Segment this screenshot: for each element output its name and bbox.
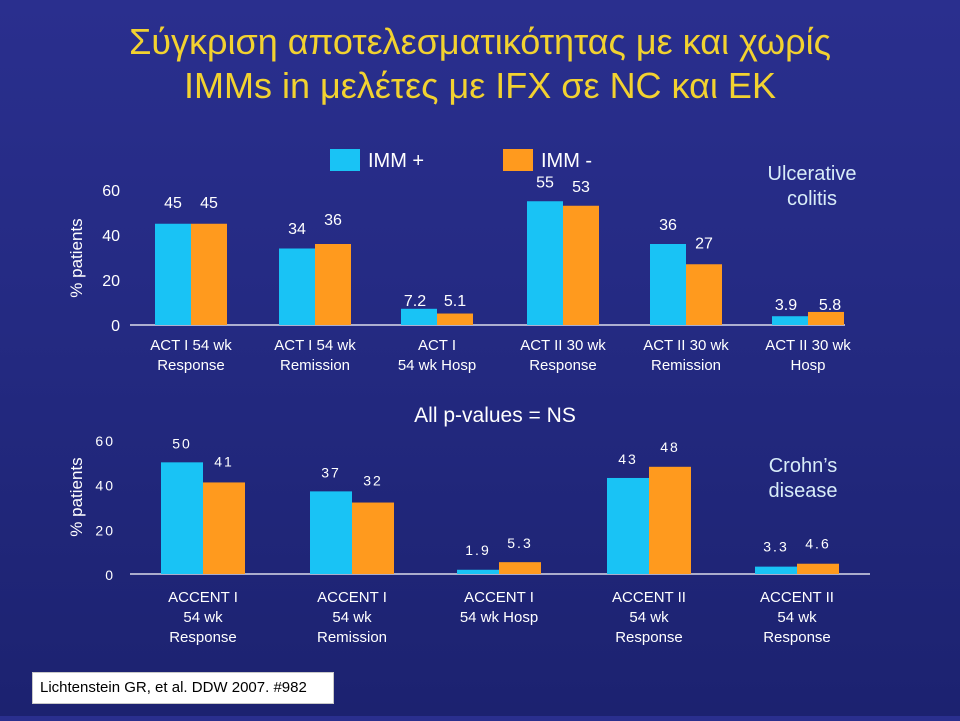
chart2-category-label-4-line-3: Response bbox=[615, 629, 683, 646]
citation: Lichtenstein GR, et al. DDW 2007. #982 bbox=[32, 672, 334, 704]
chart2-value-label-s2-c3: 5.3 bbox=[507, 535, 532, 551]
chart1-category-label-6-line-1: ACT II 30 wk bbox=[765, 337, 851, 354]
chart2-category-label-2-line-2: 54 wk bbox=[332, 609, 372, 626]
chart1-value-label-s1-c4: 55 bbox=[536, 174, 554, 191]
chart1-value-label-s2-c2: 36 bbox=[324, 212, 342, 229]
chart2-annotation-line-1: Crohn’s bbox=[769, 455, 838, 477]
chart2-category-label-5-line-1: ACCENT II bbox=[760, 589, 834, 606]
chart1-bar-s2-c4 bbox=[563, 205, 599, 325]
chart2-annotation-line-2: disease bbox=[769, 480, 838, 502]
chart1-bar-s2-c5 bbox=[686, 264, 722, 325]
chart1-y-tick-0: 0 bbox=[111, 318, 120, 335]
chart1-value-label-s1-c1: 45 bbox=[164, 195, 182, 212]
chart1-category-label-5-line-2: Remission bbox=[651, 357, 721, 374]
chart1-bar-s1-c6 bbox=[772, 316, 808, 325]
chart1-bar-s1-c5 bbox=[650, 244, 686, 325]
chart1-value-label-s2-c5: 27 bbox=[695, 235, 713, 252]
chart2-value-label-s1-c4: 43 bbox=[618, 451, 638, 467]
chart1-category-label-1-line-2: Response bbox=[157, 357, 225, 374]
title-line-1: Σύγκριση αποτελεσματικότητας με και χωρί… bbox=[129, 21, 831, 62]
chart1-bar-s1-c4 bbox=[527, 201, 563, 325]
chart2-category-label-5-line-2: 54 wk bbox=[777, 609, 817, 626]
chart2-category-label-3-line-1: ACCENT I bbox=[464, 589, 534, 606]
chart2-category-label-1-line-1: ACCENT I bbox=[168, 589, 238, 606]
chart2-value-label-s1-c2: 37 bbox=[321, 464, 341, 480]
chart1-value-label-s1-c2: 34 bbox=[288, 221, 306, 238]
chart1-bar-s1-c2 bbox=[279, 248, 315, 325]
chart1-bar-s2-c3 bbox=[437, 313, 473, 325]
page-title: Σύγκριση αποτελεσματικότητας με και χωρί… bbox=[0, 20, 960, 108]
chart2-bar-s1-c3 bbox=[457, 569, 499, 574]
chart2-value-label-s2-c4: 48 bbox=[660, 439, 680, 455]
chart1-value-label-s1-c6: 3.9 bbox=[775, 297, 797, 314]
chart2-value-label-s2-c2: 32 bbox=[363, 473, 383, 489]
chart1-value-label-s1-c5: 36 bbox=[659, 217, 677, 234]
chart2-note: All p-values = NS bbox=[414, 404, 576, 427]
chart2-bar-s1-c4 bbox=[607, 477, 649, 574]
chart1-bar-s1-c1 bbox=[155, 223, 191, 325]
chart2-value-label-s1-c5: 3.3 bbox=[763, 539, 788, 555]
legend-label-2: IMM - bbox=[541, 150, 592, 172]
chart2-category-label-5-line-3: Response bbox=[763, 629, 831, 646]
legend-swatch-1 bbox=[330, 149, 360, 171]
chart2-value-label-s1-c3: 1.9 bbox=[465, 542, 490, 558]
chart2-y-tick-1: 20 bbox=[95, 522, 115, 538]
chart1-annotation-line-2: colitis bbox=[787, 188, 837, 210]
chart2-category-label-4-line-1: ACCENT II bbox=[612, 589, 686, 606]
chart1-y-tick-3: 60 bbox=[102, 183, 120, 200]
chart2-bar-s2-c5 bbox=[797, 563, 839, 574]
chart2-bar-s1-c1 bbox=[161, 462, 203, 574]
chart1-category-label-3-line-2: 54 wk Hosp bbox=[398, 357, 476, 374]
chart2-y-tick-3: 60 bbox=[95, 433, 115, 449]
chart1-y-axis-label: % patients bbox=[67, 218, 86, 297]
chart1-annotation-line-1: Ulcerative bbox=[768, 163, 857, 185]
chart1-category-label-4-line-2: Response bbox=[529, 357, 597, 374]
chart1-y-tick-1: 20 bbox=[102, 273, 120, 290]
chart2-bar-s1-c5 bbox=[755, 566, 797, 574]
chart2-value-label-s2-c5: 4.6 bbox=[805, 536, 830, 552]
chart1-category-label-6-line-2: Hosp bbox=[790, 357, 825, 374]
chart1-bar-s1-c3 bbox=[401, 308, 437, 325]
chart1-bar-s2-c2 bbox=[315, 244, 351, 325]
chart2-category-label-1-line-3: Response bbox=[169, 629, 237, 646]
chart1-category-label-2-line-2: Remission bbox=[280, 357, 350, 374]
chart2-category-label-2-line-3: Remission bbox=[317, 629, 387, 646]
legend-swatch-2 bbox=[503, 149, 533, 171]
chart1-value-label-s2-c6: 5.8 bbox=[819, 297, 841, 314]
chart2-value-label-s2-c1: 41 bbox=[214, 453, 234, 469]
legend-label-1: IMM + bbox=[368, 150, 424, 172]
chart1-category-label-2-line-1: ACT I 54 wk bbox=[274, 337, 356, 354]
chart1-category-label-5-line-1: ACT II 30 wk bbox=[643, 337, 729, 354]
chart2-bar-s2-c1 bbox=[203, 482, 245, 574]
chart2-bar-s2-c4 bbox=[649, 466, 691, 574]
chart2-category-label-3-line-2: 54 wk Hosp bbox=[460, 609, 538, 626]
chart1-y-tick-2: 40 bbox=[102, 228, 120, 245]
chart2-value-label-s1-c1: 50 bbox=[172, 435, 192, 451]
chart2-category-label-4-line-2: 54 wk bbox=[629, 609, 669, 626]
chart2-bar-s2-c3 bbox=[499, 562, 541, 574]
chart2-category-label-2-line-1: ACCENT I bbox=[317, 589, 387, 606]
chart1-value-label-s2-c1: 45 bbox=[200, 195, 218, 212]
chart2-bar-s1-c2 bbox=[310, 491, 352, 574]
chart1-value-label-s2-c4: 53 bbox=[572, 179, 590, 196]
chart2-bar-s2-c2 bbox=[352, 502, 394, 574]
chart1-value-label-s2-c3: 5.1 bbox=[444, 293, 466, 310]
chart2-y-tick-0: 0 bbox=[105, 567, 115, 583]
chart2-y-tick-2: 40 bbox=[95, 478, 115, 494]
chart2-category-label-1-line-2: 54 wk bbox=[183, 609, 223, 626]
chart1-category-label-1-line-1: ACT I 54 wk bbox=[150, 337, 232, 354]
chart1-category-label-3-line-1: ACT I bbox=[418, 337, 456, 354]
chart1-category-label-4-line-1: ACT II 30 wk bbox=[520, 337, 606, 354]
chart2-y-axis-label: % patients bbox=[67, 457, 86, 536]
chart1-bar-s2-c6 bbox=[808, 311, 844, 325]
chart1-value-label-s1-c3: 7.2 bbox=[404, 293, 426, 310]
chart1-bar-s2-c1 bbox=[191, 223, 227, 325]
title-line-2: IMMs in μελέτες με IFX σε NC και EK bbox=[184, 65, 776, 106]
